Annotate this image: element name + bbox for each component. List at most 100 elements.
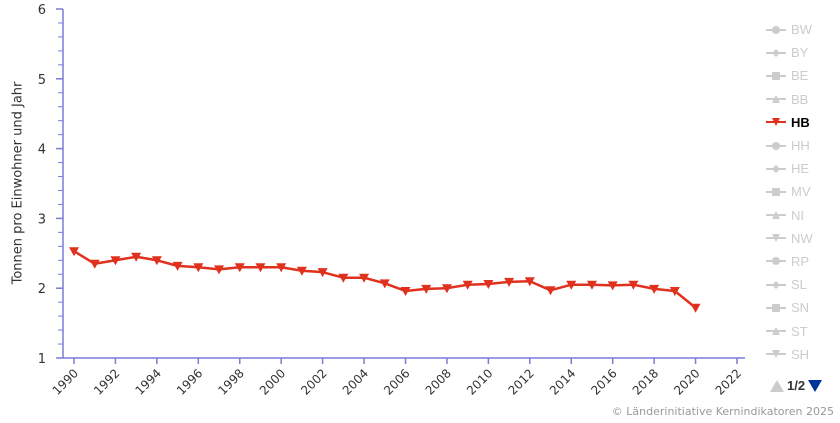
x-tick-label: 2020 [671,366,702,397]
legend-label: NI [791,207,804,223]
y-tick-label: 6 [38,3,46,18]
x-tick-label: 2012 [505,366,536,397]
legend-label: HB [791,114,810,130]
diamond-marker-icon [766,48,786,57]
legend-item-hh[interactable]: HH [766,134,840,157]
data-point-marker[interactable] [524,277,535,287]
data-point-marker[interactable] [545,286,556,296]
legend-pager: 1/2 [770,378,823,393]
triangle-down-marker-icon [766,234,786,243]
y-tick-label: 1 [38,352,46,367]
legend-item-sh[interactable]: SH [766,343,840,366]
legend-item-be[interactable]: BE [766,64,840,87]
legend-label: BW [791,22,812,38]
y-tick-label: 3 [38,212,46,227]
data-point-marker[interactable] [607,281,618,291]
data-point-marker[interactable] [296,266,307,276]
data-point-marker[interactable] [421,284,432,294]
legend-label: SL [791,277,807,293]
y-axis-label: Tonnen pro Einwohner und Jahr [10,81,26,285]
x-tick-label: 2006 [381,366,412,397]
data-point-marker[interactable] [400,286,411,296]
x-tick-label: 2018 [630,366,661,397]
data-point-marker[interactable] [359,273,370,283]
data-point-marker[interactable] [338,273,349,283]
data-point-marker[interactable] [214,265,225,275]
data-point-marker[interactable] [690,303,701,313]
triangle-marker-icon [766,95,786,104]
legend-item-hb[interactable]: HB [766,111,840,134]
x-tick-label: 1994 [132,366,163,397]
pager-down-arrow-icon[interactable] [808,379,823,392]
data-point-marker[interactable] [628,280,639,290]
square-marker-icon [766,71,786,80]
legend-item-nw[interactable]: NW [766,227,840,250]
x-tick-label: 2004 [340,366,371,397]
legend-label: HH [791,138,810,154]
legend-label: HE [791,161,810,177]
data-point-marker[interactable] [462,280,473,290]
legend-item-sl[interactable]: SL [766,273,840,296]
pager-up-arrow-icon[interactable] [770,379,784,392]
data-point-marker[interactable] [649,284,660,294]
y-tick-label: 2 [38,282,46,297]
data-point-marker[interactable] [151,256,162,266]
y-tick-label: 5 [38,73,46,88]
x-tick-label: 2010 [464,366,495,397]
x-tick-label: 2022 [713,366,744,397]
credits[interactable]: © Länderinitiative Kernindikatoren 2025 [611,405,834,418]
data-point-marker[interactable] [110,256,121,266]
data-point-marker[interactable] [89,259,100,269]
legend-label: ST [791,323,808,339]
diamond-marker-icon [766,164,786,173]
data-point-marker[interactable] [276,263,287,273]
legend-item-st[interactable]: ST [766,319,840,342]
data-point-marker[interactable] [566,280,577,290]
legend-item-rp[interactable]: RP [766,250,840,273]
circle-marker-icon [766,257,786,266]
x-tick-label: 1996 [174,366,205,397]
data-point-marker[interactable] [586,280,597,290]
x-tick-label: 2014 [547,366,578,397]
data-point-marker[interactable] [669,286,680,296]
legend-item-bb[interactable]: BB [766,88,840,111]
data-point-marker[interactable] [131,252,142,262]
legend-label: NW [791,230,813,246]
triangle-down-marker-icon [766,350,786,359]
data-point-marker[interactable] [255,263,266,273]
legend-item-bw[interactable]: BW [766,18,840,41]
data-point-marker[interactable] [234,263,245,273]
legend-label: RP [791,253,810,269]
square-marker-icon [766,303,786,312]
x-tick-label: 2016 [588,366,619,397]
x-tick-label: 2008 [423,366,454,397]
x-tick-label: 1992 [91,366,122,397]
data-point-marker[interactable] [441,284,452,294]
data-point-marker[interactable] [483,280,494,290]
triangle-marker-icon [766,327,786,336]
legend-item-ni[interactable]: NI [766,204,840,227]
legend-label: BB [791,91,809,107]
data-point-marker[interactable] [193,263,204,273]
diamond-marker-icon [766,280,786,289]
legend-label: MV [791,184,811,200]
legend-item-sn[interactable]: SN [766,296,840,319]
square-marker-icon [766,187,786,196]
x-tick-label: 1998 [215,366,246,397]
circle-marker-icon [766,141,786,150]
legend-item-mv[interactable]: MV [766,180,840,203]
data-point-marker[interactable] [379,279,390,289]
legend-item-by[interactable]: BY [766,41,840,64]
data-point-marker[interactable] [69,247,79,257]
legend: BW BY BE BB HB HH HE MV NI NW RP SL SN ST SH [766,18,840,366]
x-tick-label: 1990 [50,366,81,397]
legend-label: BE [791,68,809,84]
legend-item-he[interactable]: HE [766,157,840,180]
data-point-marker[interactable] [172,261,183,271]
x-tick-label: 2000 [257,366,288,397]
data-point-marker[interactable] [317,268,328,278]
triangle-marker-icon [766,211,786,220]
data-point-marker[interactable] [504,277,515,287]
circle-marker-icon [766,25,786,34]
